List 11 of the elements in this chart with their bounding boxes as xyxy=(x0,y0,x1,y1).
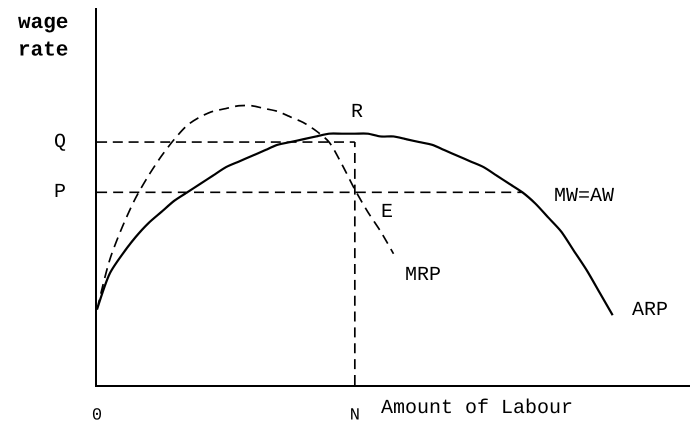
series-label: ARP xyxy=(632,299,668,322)
annotation: R xyxy=(351,101,364,124)
annotation: P xyxy=(54,181,66,204)
annotation: Q xyxy=(54,131,66,154)
annotation: MW=AW xyxy=(554,185,614,208)
y-axis-title: wage rate xyxy=(18,12,68,62)
series-label: MRP xyxy=(405,264,442,287)
annotation: E xyxy=(381,201,394,224)
x-tick-label: 0 xyxy=(92,406,102,426)
x-tick-label: N xyxy=(350,406,360,426)
x-axis-title: Amount of Labour xyxy=(381,397,574,420)
